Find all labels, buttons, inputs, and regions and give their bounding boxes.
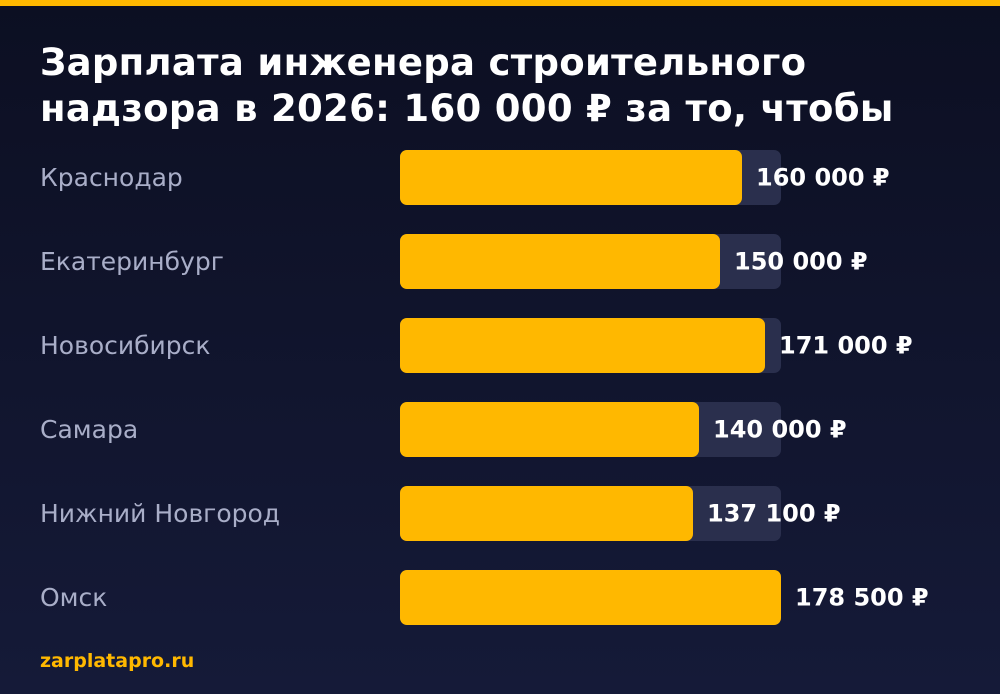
category-label: Екатеринбург [40, 247, 224, 276]
category-label: Самара [40, 415, 138, 444]
value-label: 137 100 ₽ [707, 500, 841, 528]
value-label: 160 000 ₽ [756, 164, 890, 192]
title-line-1: Зарплата инженера строительного [40, 41, 807, 84]
source-label: zarplatapro.ru [40, 650, 195, 672]
value-label: 140 000 ₽ [713, 416, 847, 444]
category-label: Нижний Новгород [40, 499, 280, 528]
title-line-2: надзора в 2026: 160 000 ₽ за то, чтобы [40, 87, 894, 130]
category-label: Омск [40, 583, 107, 612]
bar [400, 318, 765, 373]
bar [400, 234, 720, 289]
category-label: Новосибирск [40, 331, 211, 360]
value-label: 171 000 ₽ [779, 332, 913, 360]
value-label: 178 500 ₽ [795, 584, 929, 612]
bar [400, 486, 693, 541]
value-label: 150 000 ₽ [734, 248, 868, 276]
top-accent-stripe [0, 0, 1000, 6]
bar [400, 570, 781, 625]
chart-title: Зарплата инженера строительного надзора … [40, 40, 980, 132]
bar [400, 402, 699, 457]
category-label: Краснодар [40, 163, 183, 192]
bar [400, 150, 742, 205]
